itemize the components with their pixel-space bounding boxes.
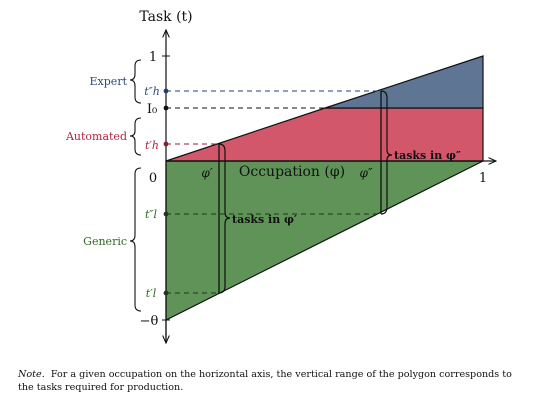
y-axis-title: Task (t) [139, 9, 192, 25]
y-tick-label-zero: 0 [149, 171, 157, 186]
tl1-label: t′l [146, 287, 157, 300]
phi2-brace [380, 90, 393, 215]
th1-dot [163, 141, 169, 147]
automated-brace [129, 117, 142, 156]
note-label: Note. [18, 369, 45, 380]
expert-brace [129, 59, 142, 104]
generic-label: Generic [83, 235, 127, 248]
note-text: For a given occupation on the horizontal… [18, 369, 512, 393]
tasks-phi2-label: tasks in φ″ [394, 149, 461, 162]
y-tick-label-neg-theta: −θ [140, 314, 159, 329]
expert-region [324, 55, 484, 109]
x-tick-label-phi1: φ′ [201, 166, 212, 180]
figure-note: Note. For a given occupation on the hori… [18, 368, 523, 394]
th2-label: t″h [144, 85, 160, 98]
tl2-dot [163, 211, 169, 217]
automated-label: Automated [65, 130, 127, 143]
x-tick-label-one: 1 [479, 171, 487, 186]
generic-brace [129, 167, 142, 312]
tl1-dot [163, 290, 169, 296]
I0-dot [163, 105, 169, 111]
y-tick-label-I0: I₀ [147, 102, 157, 117]
expert-label: Expert [90, 75, 128, 88]
tl2-label: t″l [145, 208, 158, 221]
y-tick-label-one: 1 [149, 50, 157, 65]
th1-label: t′h [145, 139, 159, 152]
phi1-brace [218, 143, 231, 294]
x-tick-label-phi2: φ″ [360, 166, 373, 180]
th2-dot [163, 88, 169, 94]
x-axis-title: Occupation (φ) [239, 164, 345, 180]
generic-region [165, 160, 484, 321]
tasks-phi1-label: tasks in φ′ [232, 213, 297, 226]
